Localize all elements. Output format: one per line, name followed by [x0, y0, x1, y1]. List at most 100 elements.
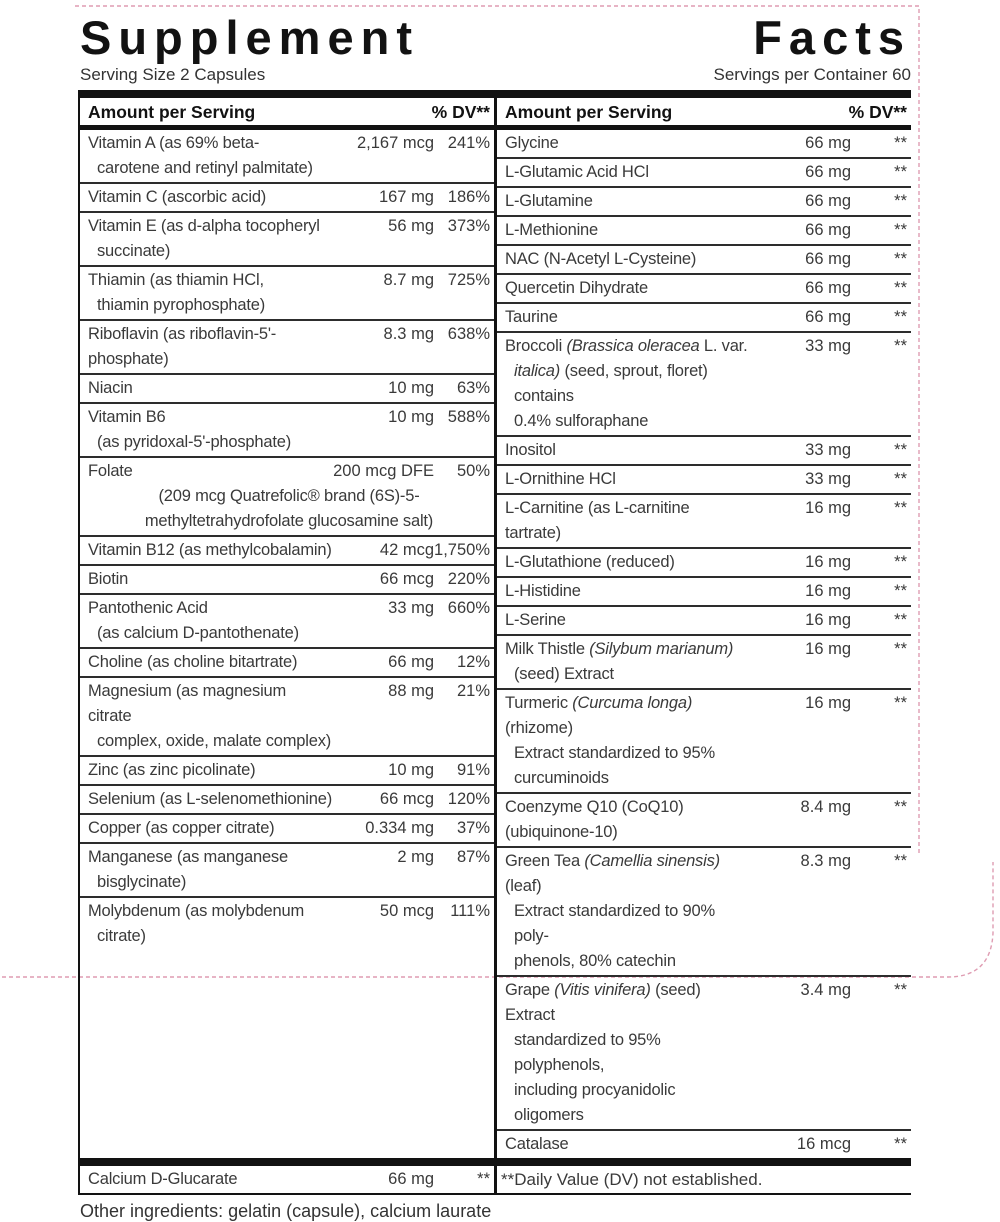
ingredient-name: Taurine — [505, 305, 749, 330]
table-row: Selenium (as L-selenomethionine) 66 mcg 12… — [80, 783, 494, 813]
name-segment: L-Glutathione (reduced) — [505, 552, 675, 571]
dv-value: 87% — [456, 847, 490, 866]
row-main: L-Methionine 66 mg ** — [505, 218, 907, 243]
ingredient-name-line: italica) (seed, sprout, floret) contains — [505, 359, 749, 409]
table-row: Calcium D-Glucarate 66 mg ** — [80, 1166, 494, 1193]
dv-value: 186% — [447, 187, 490, 206]
ingredient-name-line: carotene and retinyl palmitate) — [88, 156, 332, 181]
ingredient-name-line: Inositol — [505, 438, 749, 463]
other-ingredients: Other ingredients: gelatin (capsule), ca… — [80, 1200, 492, 1221]
name-segment: Riboflavin (as riboflavin-5'-phosphate) — [88, 324, 277, 368]
dv-value: ** — [477, 1169, 490, 1188]
dv-value: ** — [894, 851, 907, 870]
ingredient-name-line: thiamin pyrophosphate) — [88, 293, 332, 318]
name-segment: curcuminoids — [514, 768, 609, 787]
amount-value: 10 mg — [388, 760, 434, 779]
ingredient-name: Broccoli (Brassica oleracea L. var. itali… — [505, 334, 749, 434]
amount-value: 8.3 mg — [800, 851, 851, 870]
dv-value: 63% — [456, 378, 490, 397]
name-segment: L-Serine — [505, 610, 566, 629]
title-word: Facts — [753, 11, 911, 64]
table-row: Choline (as choline bitartrate) 66 mg 12% — [80, 646, 494, 676]
row-main: Quercetin Dihydrate 66 mg ** — [505, 276, 907, 301]
ingredient-name-line: bisglycinate) — [88, 870, 332, 895]
row-main: Niacin 10 mg 63% — [88, 376, 490, 401]
table-row: L-Glutathione (reduced) 16 mg ** — [497, 546, 911, 576]
name-segment: Extract standardized to 90% poly- — [514, 901, 715, 945]
amount-value: 8.4 mg — [800, 797, 851, 816]
amount-value: 16 mg — [805, 610, 851, 629]
ingredient-name: Vitamin A (as 69% beta-carotene and reti… — [88, 131, 332, 181]
dv-value: 21% — [456, 681, 490, 700]
ingredient-name: Glycine — [505, 131, 749, 156]
ingredient-name: L-Ornithine HCl — [505, 467, 749, 492]
name-segment: L-Methionine — [505, 220, 598, 239]
dv-value: ** — [894, 469, 907, 488]
dv-value: 220% — [447, 569, 490, 588]
name-segment: phenols, 80% catechin — [514, 951, 676, 970]
row-main: Vitamin B12 (as methylcobalamin) 42 mcg 1,… — [88, 538, 490, 563]
ingredient-name-line: Folate — [88, 459, 332, 484]
name-segment: Catalase — [505, 1134, 569, 1153]
ingredient-name-line: phenols, 80% catechin — [505, 949, 749, 974]
ingredient-name-line: L-Glutathione (reduced) — [505, 550, 749, 575]
amount-value: 2 mg — [397, 847, 434, 866]
amount-value: 0.334 mg — [365, 818, 434, 837]
amount-value: 66 mg — [805, 220, 851, 239]
amount-value: 66 mg — [805, 278, 851, 297]
row-main: Folate 200 mcg DFE 50% — [88, 459, 490, 484]
table-row: NAC (N-Acetyl L-Cysteine) 66 mg ** — [497, 243, 911, 273]
name-segment: including procyanidolic oligomers — [514, 1080, 676, 1124]
name-segment: (Brassica oleracea — [566, 336, 700, 355]
amount-value: 200 mcg DFE — [333, 461, 434, 480]
ingredient-name: L-Serine — [505, 608, 749, 633]
name-segment: Vitamin E (as d-alpha tocopheryl — [88, 216, 320, 235]
ingredient-name-line: Vitamin B12 (as methylcobalamin) — [88, 538, 332, 563]
name-segment: Quercetin Dihydrate — [505, 278, 648, 297]
amount-value: 66 mg — [388, 652, 434, 671]
table-row: Inositol 33 mg ** — [497, 434, 911, 464]
ingredient-name: Magnesium (as magnesium citrate complex, … — [88, 679, 332, 754]
name-segment: standardized to 95% polyphenols, — [514, 1030, 661, 1074]
name-segment: Thiamin (as thiamin HCl, — [88, 270, 264, 289]
name-segment: (rhizome) — [505, 718, 573, 737]
row-main: Green Tea (Camellia sinensis) (leaf) Extr… — [505, 849, 907, 974]
ingredient-name-line: Extract standardized to 90% poly- — [505, 899, 749, 949]
ingredient-name: L-Glutamine — [505, 189, 749, 214]
column-header-left: Amount per Serving % DV** — [80, 98, 494, 130]
divider-thick-right — [497, 1157, 911, 1166]
name-segment: succinate) — [97, 241, 171, 260]
amount-value: 8.7 mg — [383, 270, 434, 289]
ingredient-name-line: Quercetin Dihydrate — [505, 276, 749, 301]
row-main: Molybdenum (as molybdenum citrate) 50 mcg 1… — [88, 899, 490, 949]
ingredient-name-line: Copper (as copper citrate) — [88, 816, 332, 841]
amount-value: 167 mg — [378, 187, 434, 206]
ingredient-name-line: Vitamin B6 — [88, 405, 332, 430]
table-row: Zinc (as zinc picolinate) 10 mg 91% — [80, 754, 494, 784]
name-segment: Vitamin B6 — [88, 407, 166, 426]
dv-value: ** — [894, 278, 907, 297]
dv-value: ** — [894, 797, 907, 816]
amount-value: 33 mg — [805, 336, 851, 355]
ingredient-name-line: L-Ornithine HCl — [505, 467, 749, 492]
table-row: L-Histidine 16 mg ** — [497, 575, 911, 605]
amount-value: 3.4 mg — [800, 980, 851, 999]
ingredient-name-line: Coenzyme Q10 (CoQ10) (ubiquinone-10) — [505, 795, 749, 845]
name-segment: Manganese (as manganese — [88, 847, 288, 866]
amount-value: 2,167 mcg — [356, 133, 434, 152]
name-segment: Green Tea — [505, 851, 585, 870]
dv-value: 37% — [456, 818, 490, 837]
table-row: Magnesium (as magnesium citrate complex, … — [80, 675, 494, 755]
name-segment: citrate) — [97, 926, 146, 945]
name-segment: Grape — [505, 980, 555, 999]
amount-value: 66 mcg — [379, 569, 434, 588]
table-row: Vitamin A (as 69% beta-carotene and reti… — [80, 130, 494, 182]
dv-value: 12% — [456, 652, 490, 671]
ingredient-name-line: (as pyridoxal-5'-phosphate) — [88, 430, 332, 455]
table-row: L-Glutamic Acid HCl 66 mg ** — [497, 156, 911, 186]
facts-table: Amount per Serving % DV** Vitamin A (as … — [78, 97, 911, 1195]
amount-value: 16 mg — [805, 639, 851, 658]
ingredient-name-line: Thiamin (as thiamin HCl, — [88, 268, 332, 293]
ingredient-name-line: L-Histidine — [505, 579, 749, 604]
ingredient-name: L-Histidine — [505, 579, 749, 604]
